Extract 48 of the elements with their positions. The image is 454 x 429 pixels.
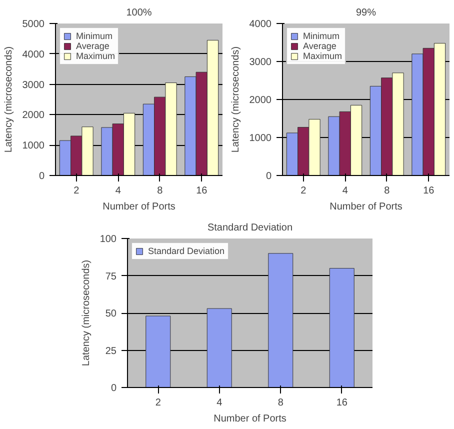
y-axis-title: Latency (microseconds) — [230, 46, 242, 153]
y-tick-label: 5000 — [22, 19, 45, 30]
x-axis-title: Number of Ports — [102, 202, 176, 212]
y-tick-label: 25 — [105, 346, 117, 357]
legend-label: Maximum — [303, 51, 342, 61]
legend-label: Minimum — [76, 31, 113, 41]
x-tick-label: 16 — [196, 186, 208, 196]
y-tick-label: 1000 — [249, 133, 272, 144]
x-tick-label: 8 — [278, 398, 284, 408]
x-tick-label: 2 — [74, 186, 80, 196]
bar — [206, 308, 232, 388]
y-tick-label: 0 — [38, 171, 45, 182]
y-axis-title: Latency (microseconds) — [3, 46, 14, 153]
x-tick-label: 2 — [155, 398, 162, 408]
y-tick-label: 0 — [266, 171, 272, 182]
chart-title: 100% — [126, 8, 152, 18]
chart-title: 99% — [356, 8, 376, 18]
y-tick-label: 50 — [105, 308, 117, 320]
y-tick-label: 2000 — [249, 95, 272, 106]
y-axis-title: Latency (microseconds) — [80, 260, 92, 366]
y-tick-label: 75 — [105, 271, 117, 282]
y-tick-label: 0 — [110, 383, 117, 394]
x-tick-label: 16 — [336, 398, 348, 408]
x-axis-title: Number of Ports — [330, 202, 402, 212]
legend-label: Minimum — [303, 31, 340, 41]
bar — [268, 253, 294, 388]
x-tick-label: 8 — [384, 186, 390, 196]
x-tick-label: 4 — [342, 186, 348, 196]
y-tick-label: 3000 — [22, 80, 45, 91]
bar — [146, 316, 171, 388]
x-tick-label: 4 — [216, 398, 223, 408]
y-tick-label: 4000 — [22, 49, 45, 60]
x-tick-label: 16 — [423, 186, 435, 196]
bar — [329, 268, 354, 388]
y-tick-label: 100 — [100, 234, 117, 245]
y-tick-label: 3000 — [249, 57, 272, 68]
legend-label: Maximum — [76, 51, 116, 61]
x-tick-label: 2 — [300, 186, 307, 196]
y-tick-label: 2000 — [22, 110, 45, 122]
chart-title: Standard Deviation — [207, 222, 293, 234]
x-tick-label: 8 — [157, 186, 164, 196]
legend-label: Average — [76, 41, 110, 51]
legend-label: Standard Deviation — [148, 246, 225, 256]
legend-label: Average — [303, 41, 336, 51]
x-axis-title: Number of Ports — [214, 414, 286, 424]
x-tick-label: 4 — [115, 186, 122, 196]
y-tick-label: 1000 — [22, 140, 45, 152]
y-tick-label: 4000 — [249, 19, 272, 30]
